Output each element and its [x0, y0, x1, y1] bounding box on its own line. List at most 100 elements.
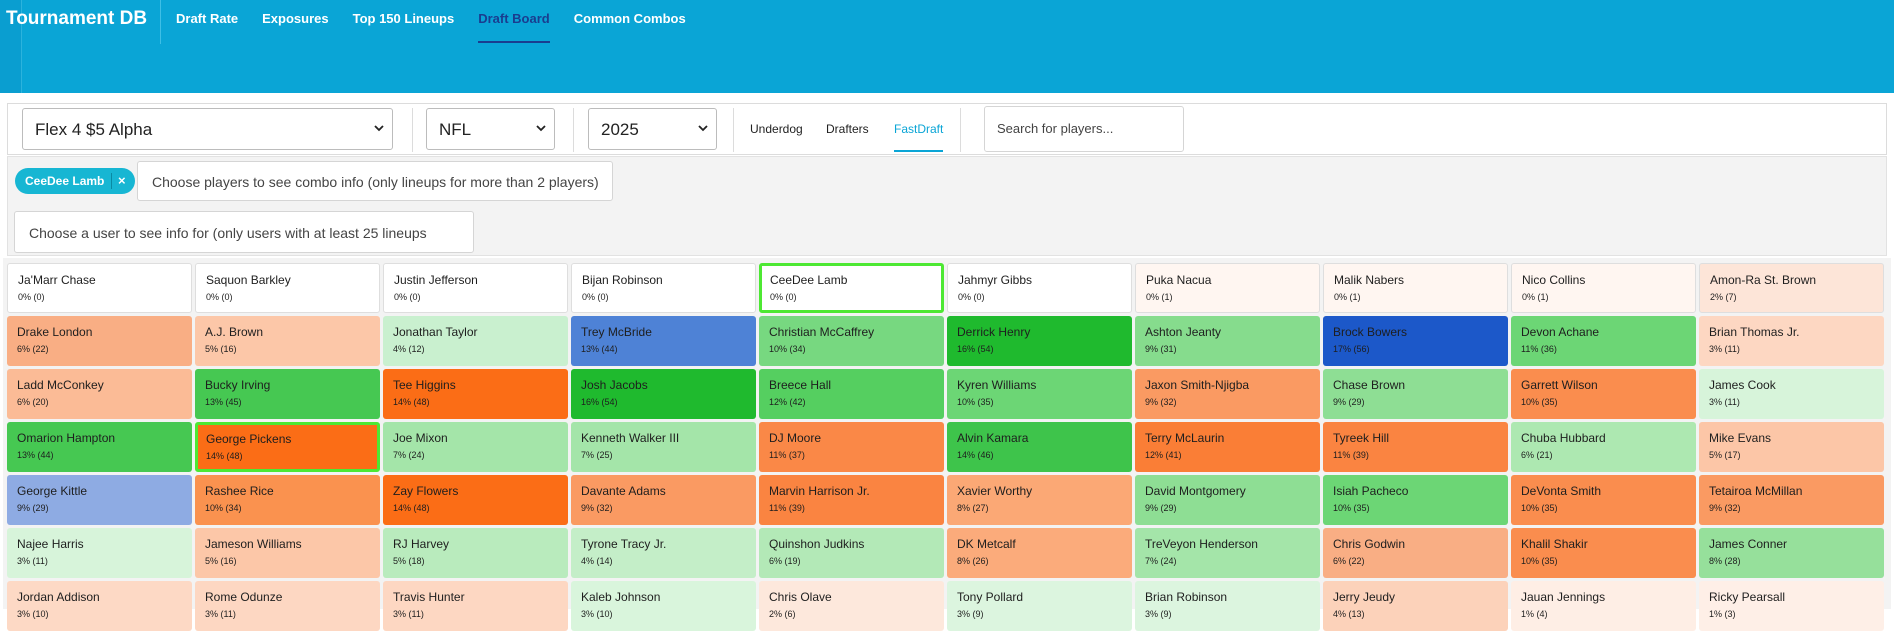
- player-cell[interactable]: Jauan Jennings 1% (4): [1511, 581, 1696, 631]
- player-cell[interactable]: Brian Thomas Jr. 3% (11): [1699, 316, 1884, 366]
- player-cell[interactable]: Jaxon Smith-Njigba 9% (32): [1135, 369, 1320, 419]
- player-cell[interactable]: David Montgomery 9% (29): [1135, 475, 1320, 525]
- player-cell[interactable]: Chase Brown 9% (29): [1323, 369, 1508, 419]
- player-cell[interactable]: Terry McLaurin 12% (41): [1135, 422, 1320, 472]
- player-cell[interactable]: Jahmyr Gibbs 0% (0): [947, 263, 1132, 313]
- player-cell[interactable]: Jameson Williams 5% (16): [195, 528, 380, 578]
- tab-drafters[interactable]: Drafters: [826, 122, 869, 136]
- player-cell[interactable]: Justin Jefferson 0% (0): [383, 263, 568, 313]
- player-cell[interactable]: Brock Bowers 17% (56): [1323, 316, 1508, 366]
- nav-draft-rate[interactable]: Draft Rate: [176, 11, 239, 26]
- player-cell[interactable]: George Kittle 9% (29): [7, 475, 192, 525]
- player-cell[interactable]: Isiah Pacheco 10% (35): [1323, 475, 1508, 525]
- player-cell[interactable]: Puka Nacua 0% (1): [1135, 263, 1320, 313]
- player-cell[interactable]: Najee Harris 3% (11): [7, 528, 192, 578]
- player-exposure: 3% (9): [957, 609, 984, 619]
- player-cell[interactable]: Quinshon Judkins 6% (19): [759, 528, 944, 578]
- nav-exposures[interactable]: Exposures: [262, 11, 329, 26]
- player-cell[interactable]: Chuba Hubbard 6% (21): [1511, 422, 1696, 472]
- player-cell[interactable]: Christian McCaffrey 10% (34): [759, 316, 944, 366]
- player-name: Bucky Irving: [205, 378, 271, 392]
- player-cell[interactable]: Derrick Henry 16% (54): [947, 316, 1132, 366]
- close-icon[interactable]: ×: [118, 173, 126, 188]
- app-title[interactable]: Tournament DB: [6, 8, 148, 29]
- player-cell[interactable]: Rome Odunze 3% (11): [195, 581, 380, 631]
- player-name: Jameson Williams: [205, 537, 302, 551]
- player-cell[interactable]: George Pickens 14% (48): [195, 422, 380, 472]
- player-cell[interactable]: Zay Flowers 14% (48): [383, 475, 568, 525]
- player-cell[interactable]: Bijan Robinson 0% (0): [571, 263, 756, 313]
- player-cell[interactable]: Josh Jacobs 16% (54): [571, 369, 756, 419]
- player-cell[interactable]: A.J. Brown 5% (16): [195, 316, 380, 366]
- player-name: Tyrone Tracy Jr.: [581, 537, 667, 551]
- player-cell[interactable]: Jerry Jeudy 4% (13): [1323, 581, 1508, 631]
- player-cell[interactable]: Malik Nabers 0% (1): [1323, 263, 1508, 313]
- player-cell[interactable]: Xavier Worthy 8% (27): [947, 475, 1132, 525]
- player-cell[interactable]: Omarion Hampton 13% (44): [7, 422, 192, 472]
- player-cell[interactable]: Chris Olave 2% (6): [759, 581, 944, 631]
- player-cell[interactable]: Travis Hunter 3% (11): [383, 581, 568, 631]
- player-search-input[interactable]: Search for players...: [984, 106, 1184, 152]
- contest-select[interactable]: Flex 4 $5 Alpha: [22, 108, 393, 150]
- player-cell[interactable]: Tetairoa McMillan 9% (32): [1699, 475, 1884, 525]
- player-exposure: 10% (35): [957, 397, 994, 407]
- player-cell[interactable]: Tony Pollard 3% (9): [947, 581, 1132, 631]
- user-select[interactable]: Choose a user to see info for (only user…: [14, 211, 474, 253]
- nav-common-combos[interactable]: Common Combos: [573, 11, 686, 26]
- filter-divider: [733, 108, 734, 152]
- player-cell[interactable]: Devon Achane 11% (36): [1511, 316, 1696, 366]
- player-cell[interactable]: Drake London 6% (22): [7, 316, 192, 366]
- player-name: Chase Brown: [1333, 378, 1406, 392]
- player-cell[interactable]: Khalil Shakir 10% (35): [1511, 528, 1696, 578]
- player-cell[interactable]: Rashee Rice 10% (34): [195, 475, 380, 525]
- player-cell[interactable]: Joe Mixon 7% (24): [383, 422, 568, 472]
- player-exposure: 10% (35): [1521, 556, 1558, 566]
- combo-player-select[interactable]: Choose players to see combo info (only l…: [137, 161, 613, 201]
- player-cell[interactable]: Jonathan Taylor 4% (12): [383, 316, 568, 366]
- sport-select[interactable]: NFL: [426, 108, 555, 150]
- selected-player-chip[interactable]: CeeDee Lamb ×: [15, 168, 135, 194]
- player-exposure: 8% (27): [957, 503, 989, 513]
- player-cell[interactable]: Kyren Williams 10% (35): [947, 369, 1132, 419]
- player-exposure: 9% (32): [581, 503, 613, 513]
- player-cell[interactable]: TreVeyon Henderson 7% (24): [1135, 528, 1320, 578]
- player-cell[interactable]: James Conner 8% (28): [1699, 528, 1884, 578]
- player-cell[interactable]: Bucky Irving 13% (45): [195, 369, 380, 419]
- player-cell[interactable]: Ashton Jeanty 9% (31): [1135, 316, 1320, 366]
- player-cell[interactable]: DK Metcalf 8% (26): [947, 528, 1132, 578]
- year-select[interactable]: 2025: [588, 108, 717, 150]
- player-cell[interactable]: Mike Evans 5% (17): [1699, 422, 1884, 472]
- nav-draft-board[interactable]: Draft Board: [478, 0, 550, 44]
- player-cell[interactable]: Trey McBride 13% (44): [571, 316, 756, 366]
- player-cell[interactable]: Ja'Marr Chase 0% (0): [7, 263, 192, 313]
- player-cell[interactable]: Ladd McConkey 6% (20): [7, 369, 192, 419]
- player-cell[interactable]: Breece Hall 12% (42): [759, 369, 944, 419]
- player-name: Drake London: [17, 325, 93, 339]
- player-cell[interactable]: Amon-Ra St. Brown 2% (7): [1699, 263, 1884, 313]
- player-cell[interactable]: Jordan Addison 3% (10): [7, 581, 192, 631]
- player-cell[interactable]: Kenneth Walker III 7% (25): [571, 422, 756, 472]
- player-cell[interactable]: Alvin Kamara 14% (46): [947, 422, 1132, 472]
- player-cell[interactable]: RJ Harvey 5% (18): [383, 528, 568, 578]
- player-name: Justin Jefferson: [394, 273, 478, 287]
- player-cell[interactable]: Chris Godwin 6% (22): [1323, 528, 1508, 578]
- player-cell[interactable]: DJ Moore 11% (37): [759, 422, 944, 472]
- player-cell[interactable]: Tyrone Tracy Jr. 4% (14): [571, 528, 756, 578]
- player-cell[interactable]: Tee Higgins 14% (48): [383, 369, 568, 419]
- player-cell[interactable]: Garrett Wilson 10% (35): [1511, 369, 1696, 419]
- player-cell[interactable]: Brian Robinson 3% (9): [1135, 581, 1320, 631]
- tab-underdog[interactable]: Underdog: [750, 122, 803, 136]
- tab-fastdraft[interactable]: FastDraft: [894, 122, 944, 152]
- player-cell[interactable]: Kaleb Johnson 3% (10): [571, 581, 756, 631]
- player-cell[interactable]: Tyreek Hill 11% (39): [1323, 422, 1508, 472]
- player-cell[interactable]: CeeDee Lamb 0% (0): [759, 263, 944, 313]
- player-cell[interactable]: Nico Collins 0% (1): [1511, 263, 1696, 313]
- nav-top-150-lineups[interactable]: Top 150 Lineups: [352, 11, 455, 26]
- player-exposure: 0% (0): [206, 292, 233, 302]
- player-cell[interactable]: Ricky Pearsall 1% (3): [1699, 581, 1884, 631]
- player-cell[interactable]: DeVonta Smith 10% (35): [1511, 475, 1696, 525]
- player-cell[interactable]: James Cook 3% (11): [1699, 369, 1884, 419]
- player-cell[interactable]: Davante Adams 9% (32): [571, 475, 756, 525]
- player-cell[interactable]: Marvin Harrison Jr. 11% (39): [759, 475, 944, 525]
- player-cell[interactable]: Saquon Barkley 0% (0): [195, 263, 380, 313]
